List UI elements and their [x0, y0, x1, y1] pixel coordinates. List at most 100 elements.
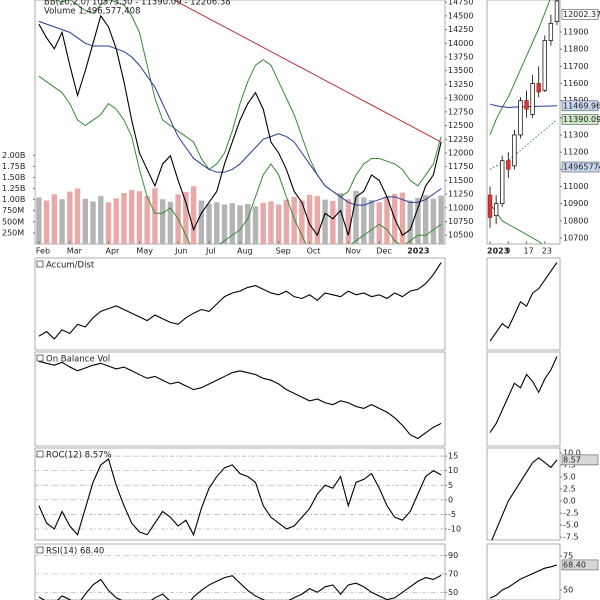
- value-marker: [561, 114, 599, 125]
- volume-bar: [121, 192, 127, 244]
- panel-frame: [486, 257, 561, 351]
- panel-plot: [489, 356, 558, 433]
- series-line: [38, 14, 442, 237]
- panel-plot: [489, 564, 558, 599]
- series-line: [38, 458, 442, 537]
- volume-bar: [43, 200, 50, 244]
- y2-tick-label: 2.00B: [2, 151, 25, 160]
- volume-bar: [167, 201, 174, 244]
- volume-bar: [36, 197, 42, 244]
- y2-tick-label: 1.50B: [2, 173, 25, 182]
- volume-bar: [422, 195, 429, 244]
- series-line: [489, 564, 558, 599]
- volume-bar: [51, 194, 58, 244]
- x-tick-label: 17: [524, 247, 534, 256]
- y-tick-label: 12750: [448, 107, 473, 116]
- volume-bar: [198, 200, 205, 244]
- panel-frame: [34, 543, 446, 600]
- value-marker-label: 11390.09: [563, 115, 600, 124]
- series-line: [491, 457, 558, 540]
- x-tick-label: Feb: [36, 247, 50, 256]
- panel-icon: [36, 354, 44, 362]
- volume-bar: [144, 196, 150, 244]
- volume-bar: [237, 205, 243, 244]
- volume-bar: [136, 191, 143, 244]
- x-tick-label: Sep: [276, 247, 291, 256]
- x-tick-label: 2023: [487, 247, 509, 256]
- y2-tick-label: 1.75B: [2, 162, 25, 171]
- x-tick-label: 9: [505, 247, 510, 256]
- panel-title: Accum/Dist: [46, 261, 95, 271]
- volume-bar: [345, 199, 352, 244]
- value-marker-label: 8.57: [563, 455, 581, 464]
- volume-bar: [306, 194, 313, 244]
- value-marker: [561, 100, 599, 112]
- volume-bar: [260, 202, 266, 244]
- panel-plot: [38, 360, 442, 440]
- y-tick-label: 70: [448, 569, 458, 578]
- panel-plot: [491, 457, 558, 540]
- y-tick-label: 13750: [448, 53, 473, 62]
- y-tick-label: 12250: [448, 135, 473, 144]
- volume-bar: [67, 191, 73, 244]
- volume-marker-label: 14965774: [563, 163, 600, 172]
- y-tick-label: -2.5: [563, 509, 579, 518]
- series-line: [172, 0, 442, 143]
- y-tick-label: 11500: [448, 176, 473, 185]
- x-tick-label: 23: [542, 247, 552, 256]
- panel-plot: [38, 262, 442, 340]
- volume-bar: [245, 204, 251, 244]
- series-line: [38, 20, 442, 206]
- series-line: [38, 75, 442, 244]
- volume-bar: [229, 203, 235, 244]
- panel-plot: [36, 0, 444, 244]
- y-tick-label: 10750: [448, 217, 473, 226]
- y-tick-label: 50: [563, 585, 573, 594]
- volume-bar: [399, 192, 406, 244]
- volume-bar: [105, 202, 112, 244]
- volume-bar: [221, 204, 228, 244]
- y-tick-label: -5.0: [563, 521, 579, 530]
- y-tick-label: 0.0: [563, 497, 576, 506]
- y2-tick-label: 250M: [2, 228, 24, 237]
- panel-frame: [34, 257, 446, 351]
- y-tick-label: -7.5: [563, 533, 579, 542]
- volume-bar: [159, 199, 166, 244]
- x-tick-label: Oct: [307, 247, 321, 256]
- panel-frame: [486, 543, 561, 600]
- panel-title: On Balance Vol: [46, 355, 110, 365]
- candle-body: [524, 100, 529, 110]
- volume-bar: [98, 196, 104, 244]
- y-tick-label: 14500: [448, 11, 473, 20]
- x-tick-label: Mar: [67, 247, 83, 256]
- series-line: [489, 262, 558, 342]
- value-marker: [561, 454, 599, 466]
- volume-bar: [407, 200, 413, 244]
- y2-tick-label: 1.00B: [2, 195, 25, 204]
- volume-bar: [314, 196, 321, 244]
- y-tick-label: 11300: [563, 130, 588, 139]
- volume-bar: [291, 196, 297, 244]
- series-line: [38, 574, 442, 600]
- volume-bar: [353, 190, 359, 244]
- volume-bar: [275, 204, 282, 244]
- panel-frame: [486, 0, 561, 245]
- value-marker-label: 68.40: [563, 560, 586, 569]
- volume-bar: [415, 197, 421, 244]
- y-tick-label: 50: [448, 588, 458, 597]
- legend-annotation: BB(20,2.0) 10573.30 - 11390.09 - 12206.3…: [44, 0, 231, 8]
- volume-bar: [268, 201, 274, 244]
- candle-body: [530, 83, 535, 115]
- y-tick-label: 11750: [448, 162, 473, 171]
- volume-bar: [128, 189, 135, 244]
- y-tick-label: 15: [448, 452, 458, 461]
- candle-body: [554, 0, 560, 22]
- y-tick-label: 10900: [563, 199, 588, 208]
- x-tick-label: Apr: [105, 247, 120, 256]
- y-tick-label: 10: [448, 466, 458, 475]
- y-tick-label: 5: [448, 481, 453, 490]
- volume-bar: [384, 196, 390, 244]
- volume-bar: [361, 197, 367, 244]
